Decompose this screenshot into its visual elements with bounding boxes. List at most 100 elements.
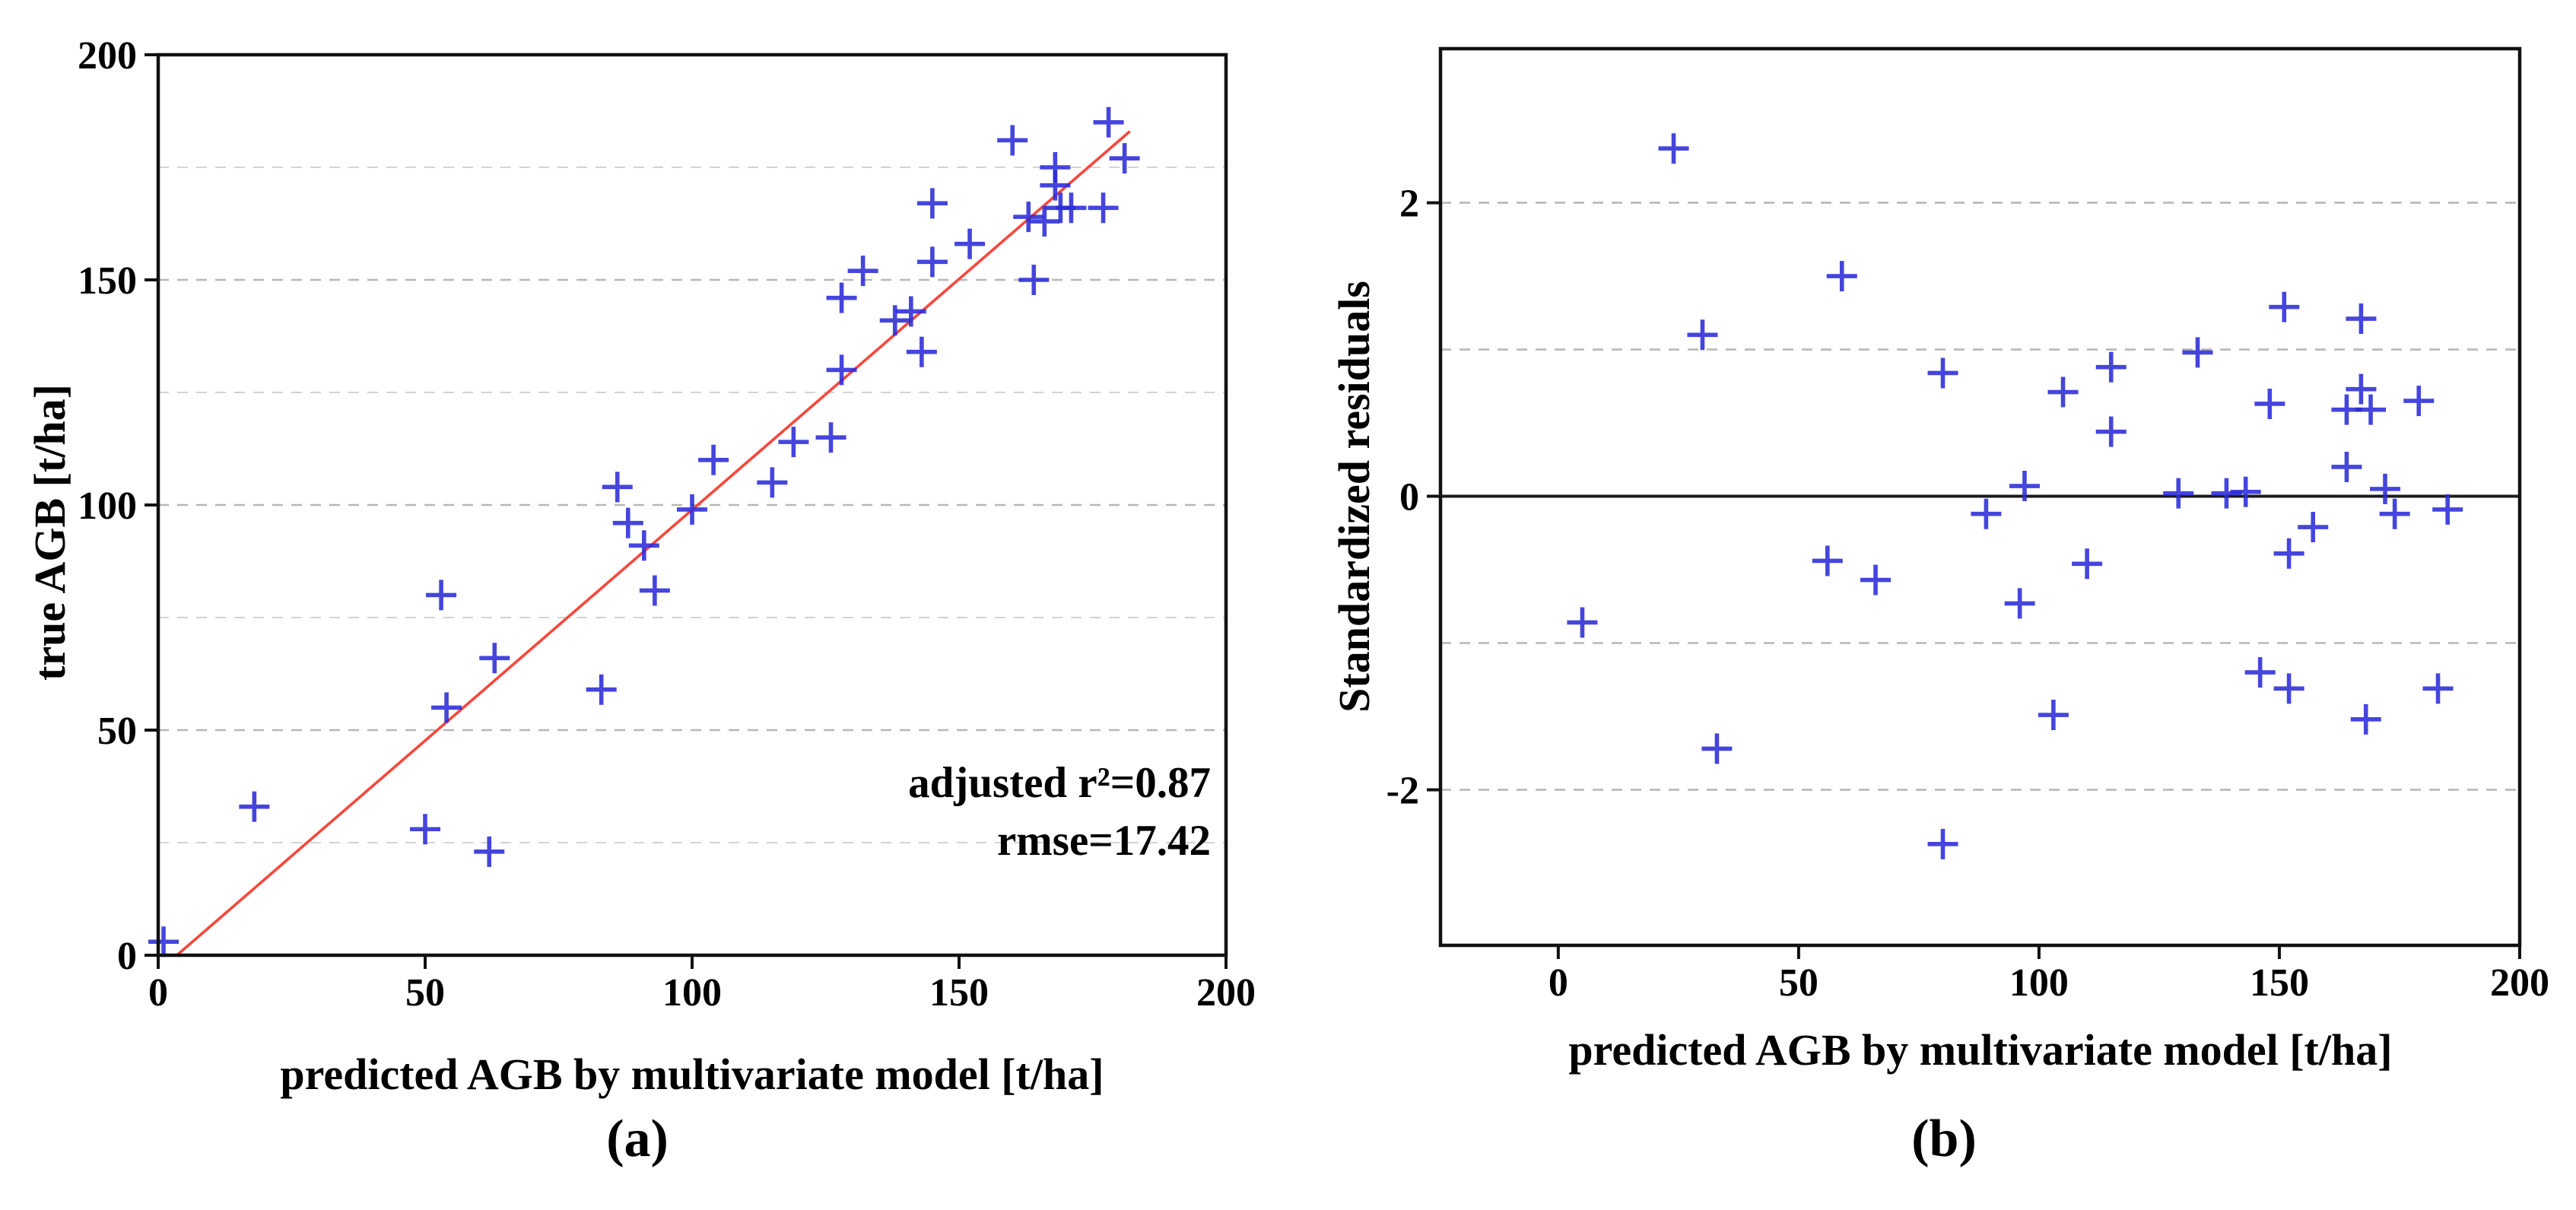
data-point-marker xyxy=(757,467,788,498)
data-point-marker xyxy=(826,354,857,386)
data-point-marker xyxy=(2254,388,2285,419)
data-point-marker xyxy=(954,228,986,259)
data-point-marker xyxy=(879,305,910,336)
data-point-marker xyxy=(2072,548,2103,580)
data-point-marker xyxy=(1701,733,1733,764)
panel-a-annotation-r2: adjusted r²=0.87 xyxy=(908,759,1211,807)
data-point-marker xyxy=(778,427,809,458)
x-tick-label: 100 xyxy=(662,971,722,1015)
data-point-marker xyxy=(2009,471,2040,502)
y-tick-label: -2 xyxy=(1386,769,1419,812)
data-point-marker xyxy=(2004,588,2035,619)
data-point-marker xyxy=(997,125,1028,156)
data-point-marker xyxy=(1567,607,1598,638)
data-point-marker xyxy=(2350,703,2381,735)
x-tick-label: 150 xyxy=(2250,961,2309,1005)
data-point-marker xyxy=(426,580,457,611)
data-point-marker xyxy=(431,692,462,723)
data-point-marker xyxy=(474,836,505,867)
data-point-marker xyxy=(1971,498,2002,529)
data-point-marker xyxy=(1029,206,1060,237)
panel-b-plot: 0 50 100 150 200 -2 0 2 xyxy=(1386,46,2549,1005)
data-point-marker xyxy=(2230,476,2261,507)
panel-a-caption: (a) xyxy=(606,1110,669,1168)
x-tick-label: 0 xyxy=(148,971,168,1015)
x-tick-label: 50 xyxy=(1779,961,1818,1005)
data-point-marker xyxy=(2095,351,2127,383)
panel-b-y-axis-label: Standardized residuals xyxy=(1329,281,1379,713)
data-point-marker xyxy=(1927,828,1958,859)
y-tick-label: 50 xyxy=(97,710,137,753)
x-tick-label: 100 xyxy=(2009,961,2069,1005)
data-point-marker xyxy=(2379,498,2410,529)
panel-a-annotation-rmse: rmse=17.42 xyxy=(997,817,1211,865)
data-point-marker xyxy=(2273,538,2304,569)
data-point-marker xyxy=(1860,564,1892,595)
y-tick-label: 150 xyxy=(78,259,137,303)
x-tick-label: 200 xyxy=(1196,971,1256,1015)
data-point-marker xyxy=(916,188,948,219)
data-point-marker xyxy=(1040,170,1071,201)
data-point-marker xyxy=(2403,386,2435,417)
data-point-marker xyxy=(2432,494,2463,525)
data-point-marker xyxy=(916,246,948,278)
data-point-marker xyxy=(1927,357,1958,389)
data-point-marker xyxy=(639,575,670,606)
data-point-marker xyxy=(698,444,729,475)
x-tick-label: 200 xyxy=(2490,961,2549,1005)
data-point-marker xyxy=(2273,673,2304,704)
x-tick-label: 50 xyxy=(405,971,445,1015)
data-point-marker xyxy=(1687,319,1718,351)
data-point-marker xyxy=(2298,512,2329,543)
y-tick-label: 100 xyxy=(78,484,137,528)
data-point-marker xyxy=(2047,376,2079,408)
data-point-marker xyxy=(2331,451,2362,482)
data-point-marker xyxy=(1018,265,1050,295)
data-point-marker xyxy=(2163,478,2194,509)
x-tick-label: 150 xyxy=(929,971,989,1015)
data-point-marker xyxy=(2346,303,2377,335)
y-tick-label: 0 xyxy=(1399,476,1419,519)
panel-a-y-axis-label: true AGB [t/ha] xyxy=(25,384,75,681)
data-point-marker xyxy=(2355,394,2387,425)
data-point-marker xyxy=(1826,261,1857,292)
data-point-marker xyxy=(826,282,857,313)
panel-a-plot: 0 50 100 150 200 0 50 100 150 200 xyxy=(78,34,1256,1015)
data-point-marker xyxy=(2244,657,2276,688)
data-point-marker xyxy=(479,643,510,674)
data-point-marker xyxy=(2269,291,2300,322)
data-point-marker xyxy=(148,926,179,958)
data-point-marker xyxy=(847,256,878,287)
data-point-marker xyxy=(410,814,440,845)
data-point-marker xyxy=(1812,545,1843,576)
panel-a-x-axis-label: predicted AGB by multivariate model [t/h… xyxy=(280,1050,1104,1099)
data-point-marker xyxy=(628,530,659,561)
data-point-marker xyxy=(895,296,926,327)
y-tick-label: 0 xyxy=(117,935,137,978)
data-point-marker xyxy=(2422,673,2454,704)
data-point-marker xyxy=(2095,416,2127,447)
data-point-marker xyxy=(815,422,846,453)
data-point-marker xyxy=(1013,202,1044,233)
y-tick-label: 2 xyxy=(1399,183,1419,226)
panel-b-caption: (b) xyxy=(1911,1110,1977,1168)
data-point-marker xyxy=(2346,373,2377,405)
data-point-marker xyxy=(1093,106,1124,138)
data-point-marker xyxy=(239,791,270,822)
panel-b-x-axis-label: predicted AGB by multivariate model [t/h… xyxy=(1568,1025,2392,1075)
data-point-marker xyxy=(1088,192,1119,224)
data-point-marker xyxy=(2182,337,2213,368)
y-tick-label: 200 xyxy=(78,34,137,78)
data-point-marker xyxy=(677,494,707,525)
data-point-marker xyxy=(1658,133,1689,164)
data-point-marker xyxy=(1056,192,1087,224)
x-tick-label: 0 xyxy=(1548,961,1568,1005)
data-point-marker xyxy=(2038,700,2069,731)
data-point-marker xyxy=(2370,473,2401,504)
data-point-marker xyxy=(1109,143,1140,174)
data-point-marker xyxy=(906,336,937,367)
data-point-marker xyxy=(602,472,633,503)
data-point-marker xyxy=(586,674,617,705)
data-point-marker xyxy=(612,507,643,538)
